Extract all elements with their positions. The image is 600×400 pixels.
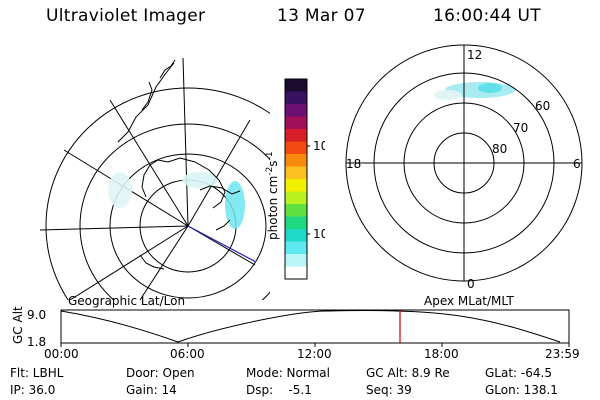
mlat-label-80: 80 xyxy=(492,142,507,156)
polar-plot: 12 0 18 6 60 70 80 xyxy=(345,44,583,291)
colorbar-tick-100: 100 xyxy=(313,139,325,153)
altitude-ylabel: GC Alt xyxy=(11,306,25,344)
colorbar-swatch xyxy=(285,179,307,192)
glon-info: GLon: 138.1 xyxy=(485,383,558,397)
colorbar-swatch xyxy=(285,191,307,205)
polar-grid xyxy=(345,44,583,282)
mlat-label-70: 70 xyxy=(513,121,528,135)
glat-info: GLat: -64.5 xyxy=(485,366,552,380)
colorbar-swatch xyxy=(285,141,307,155)
instrument-title: Ultraviolet Imager xyxy=(46,6,206,26)
colorbar-swatch xyxy=(285,79,307,92)
geographic-map xyxy=(39,57,270,300)
colorbar-swatch xyxy=(285,216,307,230)
colorbar-swatch xyxy=(285,104,307,117)
dsp-info: Dsp: -5.1 xyxy=(246,383,312,397)
colorbar-tick-10: 10 xyxy=(313,227,325,241)
title-bar: Ultraviolet Imager 13 Mar 07 16:00:44 UT xyxy=(0,6,600,30)
xtick-2: 12:00 xyxy=(297,347,332,361)
colorbar-swatch xyxy=(285,91,307,105)
door-info: Door: Open xyxy=(126,366,195,380)
colorbar-swatch xyxy=(285,166,307,180)
filter-info: Flt: LBHL xyxy=(10,366,64,380)
colorbar-swatch xyxy=(285,241,307,255)
mlt-label-bottom: 0 xyxy=(467,277,475,291)
colorbar-swatch xyxy=(285,254,307,267)
altitude-plot: Geographic Lat/Lon Apex MLat/MLT GC Alt … xyxy=(11,294,580,361)
mlt-label-top: 12 xyxy=(467,48,482,62)
aurora-oval xyxy=(434,82,515,100)
colorbar: 100 10 photon cm-2s-1 xyxy=(265,78,325,280)
globe-grid xyxy=(39,57,270,300)
altitude-frame xyxy=(60,309,570,344)
ip-info: IP: 36.0 xyxy=(10,383,56,397)
colorbar-swatch xyxy=(285,204,307,217)
xtick-3: 18:00 xyxy=(424,347,459,361)
colorbar-swatch xyxy=(285,266,307,280)
info-footer: Flt: LBHL IP: 36.0 Door: Open Gain: 14 M… xyxy=(0,364,600,400)
colorbar-swatch xyxy=(285,154,307,167)
mlt-label-right: 6 xyxy=(573,157,581,171)
seq-info: Seq: 39 xyxy=(366,383,412,397)
date-label: 13 Mar 07 xyxy=(277,6,366,26)
altitude-ytick-bottom: 1.8 xyxy=(27,335,46,349)
colorbar-label: photon cm-2s-1 xyxy=(265,151,280,240)
time-label: 16:00:44 UT xyxy=(433,6,541,26)
xtick-0: 00:00 xyxy=(44,347,79,361)
gc-alt-info: GC Alt: 8.9 Re xyxy=(366,366,450,380)
colorbar-swatch xyxy=(285,229,307,242)
colorbar-swatch xyxy=(285,116,307,130)
mode-info: Mode: Normal xyxy=(246,366,330,380)
altitude-ytick-top: 9.0 xyxy=(27,308,46,322)
mlt-label-left: 18 xyxy=(346,157,361,171)
gain-info: Gain: 14 xyxy=(126,383,177,397)
altitude-curve xyxy=(60,310,561,343)
apex-title: Apex MLat/MLT xyxy=(424,294,514,308)
mlat-label-60: 60 xyxy=(535,99,550,113)
noon-meridian-line xyxy=(187,225,257,263)
coastlines xyxy=(117,59,241,270)
colorbar-swatch xyxy=(285,129,307,142)
xtick-1: 06:00 xyxy=(170,347,205,361)
aurora-haze xyxy=(108,172,245,229)
xtick-4: 23:59 xyxy=(545,347,580,361)
geographic-title: Geographic Lat/Lon xyxy=(68,294,185,308)
